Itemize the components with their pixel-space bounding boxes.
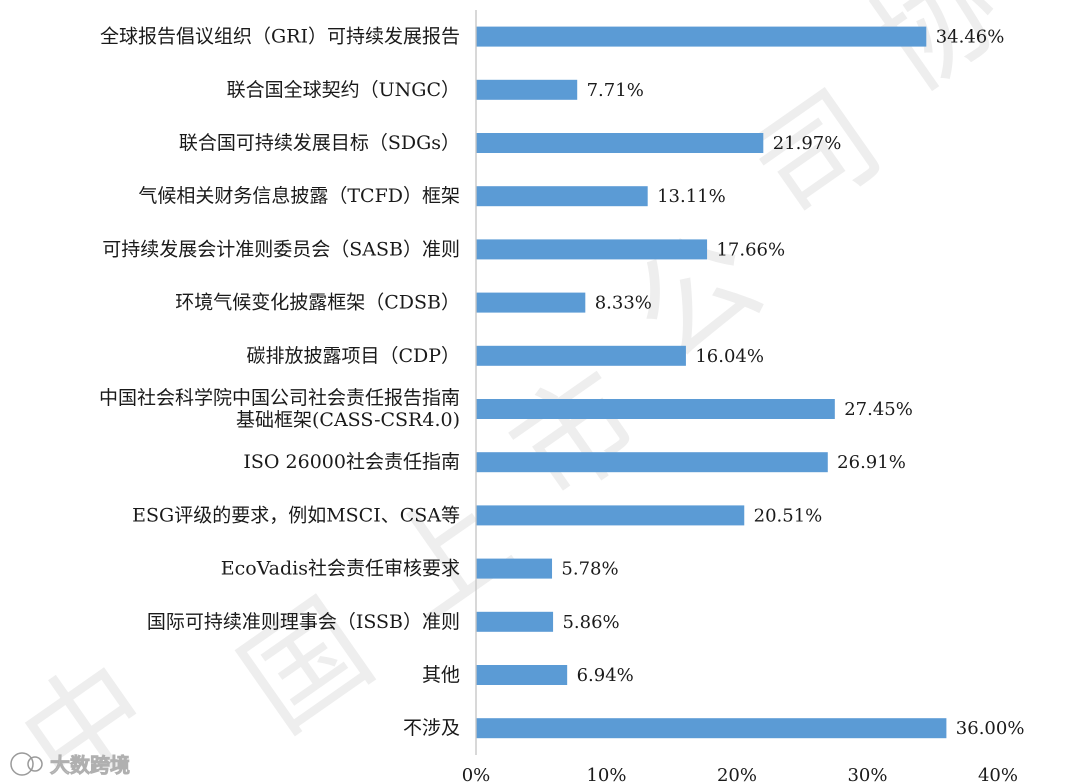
category-label: ISO 26000社会责任指南: [243, 451, 460, 473]
data-label: 6.94%: [577, 665, 634, 686]
category-label: 不涉及: [403, 717, 460, 739]
x-tick-label: 10%: [586, 765, 626, 784]
category-label: 全球报告倡议组织（GRI）可持续发展报告: [100, 26, 460, 48]
bar: [476, 399, 835, 419]
data-label: 34.46%: [936, 27, 1005, 48]
category-label: 气候相关财务信息披露（TCFD）框架: [138, 185, 460, 207]
category-label: EcoVadis社会责任审核要求: [221, 558, 460, 580]
bar: [476, 292, 586, 313]
data-label: 16.04%: [695, 346, 764, 367]
data-label: 13.11%: [657, 186, 726, 207]
category-label: 联合国可持续发展目标（SDGs）: [179, 132, 460, 154]
watermark-logo-text: 大数跨境: [50, 753, 130, 777]
bar: [476, 505, 745, 526]
data-label: 8.33%: [595, 293, 652, 314]
data-label: 17.66%: [716, 239, 785, 260]
logo-mark-icon: [27, 756, 43, 772]
data-label: 5.78%: [561, 559, 618, 580]
bar: [476, 79, 578, 100]
category-label: 环境气候变化披露框架（CDSB）: [175, 292, 460, 314]
x-axis-ticks: 0% 10% 20% 30% 40%: [462, 765, 1018, 784]
x-tick-label: 40%: [978, 765, 1018, 784]
bar: [476, 452, 828, 473]
category-label: 碳排放披露项目（CDP）: [246, 345, 460, 367]
x-tick-label: 20%: [717, 765, 757, 784]
category-label: 联合国全球契约（UNGC）: [227, 79, 460, 101]
watermark-char: 国: [218, 575, 396, 758]
watermark-char: 市: [488, 345, 666, 528]
bar: [476, 345, 686, 366]
bar: [476, 665, 568, 685]
data-label: 26.91%: [837, 452, 906, 473]
data-label: 7.71%: [587, 80, 644, 101]
watermark-logo: 大数跨境: [10, 752, 130, 777]
labels-layer: 34.46% 全球报告倡议组织（GRI）可持续发展报告 7.71% 联合国全球契约（U…: [99, 26, 1024, 740]
data-label: 20.51%: [754, 505, 823, 526]
data-label: 36.00%: [956, 718, 1025, 739]
x-tick-label: 30%: [847, 765, 887, 784]
bars-layer: [476, 26, 947, 739]
bar: [476, 133, 764, 153]
logo-mark-icon: [10, 752, 34, 776]
bar: [476, 26, 927, 47]
data-label: 5.86%: [562, 612, 619, 633]
category-label: ESG评级的要求，例如MSCI、CSA等: [132, 504, 460, 526]
category-label: 可持续发展会计准则委员会（SASB）准则: [102, 238, 460, 260]
bar: [476, 239, 708, 260]
category-label: 国际可持续准则理事会（ISSB）准则: [147, 611, 460, 633]
bar: [476, 558, 553, 579]
bar: [476, 611, 554, 632]
category-label: 基础框架(CASS-CSR4.0): [236, 409, 460, 431]
category-label: 中国社会科学院中国公司社会责任报告指南: [99, 387, 460, 409]
data-label: 27.45%: [844, 399, 913, 420]
category-label: 其他: [422, 664, 460, 686]
bar: [476, 186, 648, 207]
bar: [476, 718, 947, 739]
watermark-char: 协: [848, 0, 1026, 118]
watermark-char: 司: [728, 65, 906, 248]
x-tick-label: 0%: [462, 765, 491, 784]
data-label: 21.97%: [773, 133, 842, 154]
